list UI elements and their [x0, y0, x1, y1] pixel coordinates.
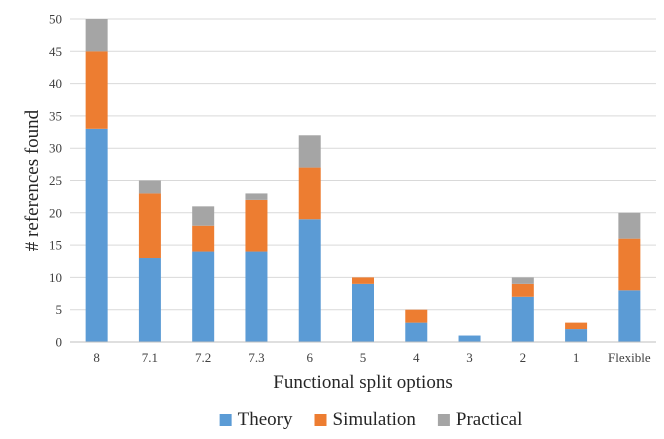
bar-simulation-5	[352, 277, 374, 284]
legend-swatch	[219, 414, 232, 426]
x-tick-label: 7.1	[142, 350, 158, 365]
y-axis-ticks: 0 5 10 15 20 25 30 35 40 45 50	[49, 12, 62, 350]
x-tick-label: 4	[413, 350, 420, 365]
x-tick-label: 3	[466, 350, 473, 365]
bar-theory-2	[511, 296, 534, 342]
gridlines	[70, 18, 656, 311]
bar-simulation-7-3	[245, 199, 268, 252]
bar-simulation-8	[85, 51, 108, 129]
bar-theory-1	[565, 329, 588, 342]
y-tick-label: 50	[49, 12, 62, 27]
y-tick-label: 40	[49, 76, 62, 91]
x-axis-ticks: 8 7.1 7.2 7.3 6 5 4 3 2 1 Flexible	[93, 350, 651, 365]
bar-practical-8	[85, 19, 108, 52]
bar-practical-7-2	[192, 206, 215, 226]
bar-practical-2	[511, 277, 534, 284]
bar-simulation-4	[405, 309, 428, 323]
legend: Theory Simulation Practical	[219, 409, 522, 430]
bar-theory-8	[85, 128, 108, 342]
y-tick-label: 0	[56, 335, 63, 350]
bar-simulation-flexible	[618, 238, 641, 291]
bar-theory-5	[352, 283, 374, 342]
y-tick-label: 25	[49, 173, 62, 188]
y-tick-label: 35	[49, 108, 62, 123]
legend-label: Practical	[456, 409, 522, 430]
x-tick-label: 1	[573, 350, 580, 365]
y-tick-label: 5	[56, 302, 63, 317]
legend-item-theory: Theory	[219, 409, 293, 430]
legend-label: Simulation	[333, 409, 417, 430]
x-tick-label: 5	[360, 350, 367, 365]
bar-theory-6	[298, 219, 321, 342]
y-tick-label: 10	[49, 270, 62, 285]
legend-swatch	[314, 414, 327, 426]
x-tick-label: 7.3	[248, 350, 264, 365]
bar-simulation-2	[511, 283, 534, 297]
bar-practical-7-3	[245, 193, 268, 200]
bar-theory-7-1	[138, 258, 161, 342]
bar-practical-flexible	[618, 212, 641, 239]
bar-simulation-7-2	[192, 225, 215, 252]
y-tick-label: 15	[49, 238, 62, 253]
y-tick-label: 45	[49, 44, 62, 59]
legend-item-simulation: Simulation	[314, 409, 417, 430]
bar-practical-7-1	[138, 180, 161, 194]
x-tick-label: 7.2	[195, 350, 211, 365]
y-tick-label: 30	[49, 141, 62, 156]
legend-label: Theory	[238, 409, 293, 430]
bar-theory-3	[458, 335, 481, 342]
bar-simulation-6	[298, 167, 321, 220]
bar-practical-6	[298, 135, 321, 168]
x-tick-label: 2	[520, 350, 527, 365]
x-tick-label: Flexible	[608, 350, 651, 365]
bars	[85, 19, 641, 342]
x-axis-title: Functional split options	[273, 372, 452, 393]
x-tick-label: 8	[93, 350, 100, 365]
bar-theory-flexible	[618, 290, 641, 342]
bar-simulation-7-1	[138, 193, 161, 259]
legend-item-practical: Practical	[437, 409, 522, 430]
legend-swatch	[437, 414, 450, 426]
y-tick-label: 20	[49, 205, 62, 220]
bar-simulation-1	[565, 322, 588, 330]
y-axis-title: # references found	[22, 109, 43, 251]
bar-theory-7-2	[192, 251, 215, 342]
x-tick-label: 6	[306, 350, 313, 365]
bar-theory-4	[405, 322, 428, 342]
bar-theory-7-3	[245, 251, 268, 342]
